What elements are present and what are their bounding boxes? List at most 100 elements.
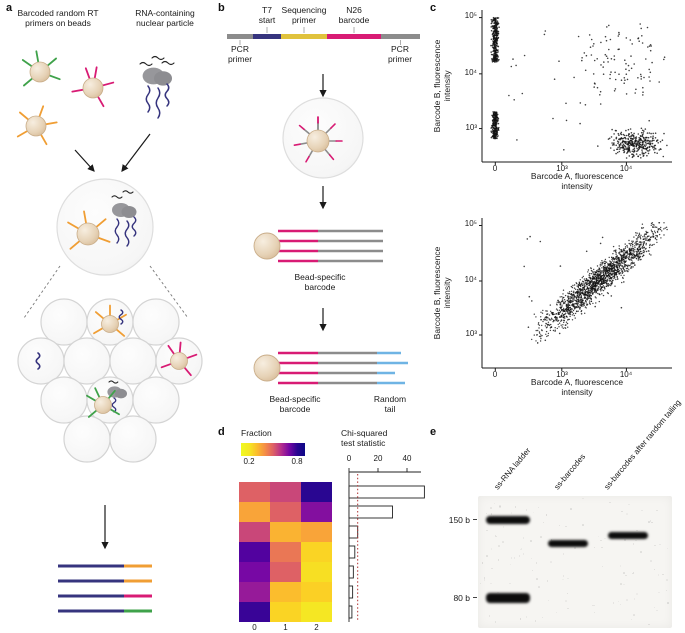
x-tick-1e4-top: 10⁴ [619, 164, 633, 173]
gel-band [548, 540, 588, 547]
x-tick-0-top: 0 [492, 164, 498, 173]
gel-speckle [593, 604, 596, 607]
gel-speckle [547, 599, 550, 602]
gel-speckle [593, 546, 596, 549]
gel-speckle [656, 509, 658, 512]
label-pcr-primer-left: PCR primer [227, 44, 253, 65]
panel-c-letter: c [430, 2, 437, 14]
gel-speckle [537, 506, 540, 509]
gel-speckle [525, 616, 528, 618]
heatmap-colorbar [241, 443, 305, 456]
gel-speckle [486, 555, 488, 557]
panel-c: 10⁵ 10⁴ 10³ 0 10³ 10⁴ Barcode B, fluores… [430, 0, 685, 425]
panel-b-letter: b [218, 2, 225, 14]
gel-speckle [649, 520, 651, 522]
gel-speckle [542, 521, 544, 524]
gel-speckle [632, 543, 634, 545]
gel-speckle [509, 582, 511, 585]
gel-band [608, 532, 648, 540]
gel-speckle [522, 553, 525, 555]
gel-speckle [567, 607, 569, 609]
gel-band [486, 515, 530, 524]
gel-speckle [519, 618, 522, 620]
label-rna-particle: RNA-containing nuclear particle [135, 8, 195, 29]
y-axis-title-top: Barcode B, fluorescence intensity [432, 39, 453, 133]
gel-speckle [555, 611, 558, 614]
y-tick-1e5-top: 10⁵ [464, 11, 477, 20]
gel-speckle [650, 560, 652, 562]
gel-speckle [493, 502, 496, 505]
bead-orange-primers [16, 105, 58, 146]
gel-speckle [545, 514, 548, 516]
x-tick-1e4-bottom: 10⁴ [619, 370, 633, 379]
label-bead-specific-barcode-2: Bead-specific barcode [269, 394, 321, 415]
gel-speckle [536, 578, 538, 580]
flow-scatter-bottom [523, 222, 668, 344]
gel-speckle [565, 600, 567, 602]
gel-speckle [490, 548, 493, 550]
gel-speckle [510, 512, 513, 514]
gel-speckle [623, 583, 625, 586]
gel-band [486, 592, 530, 603]
gel-speckle [574, 547, 576, 549]
gel-size-marker-80b-tick [473, 597, 477, 598]
gel-speckle [502, 541, 504, 543]
panel-a-letter: a [6, 2, 13, 14]
gel-speckle [538, 586, 540, 588]
gel-speckle [535, 562, 538, 564]
gel-speckle [499, 506, 501, 508]
gel-speckle [653, 606, 656, 609]
colorbar-tick-high: 0.8 [291, 457, 303, 466]
gel-speckle [483, 577, 486, 579]
gel-speckle [666, 547, 668, 550]
y-tick-1e4-top: 10⁴ [464, 68, 477, 77]
chi-squared-title: Chi-squared test statistic [341, 428, 388, 449]
gel-speckle [612, 602, 615, 604]
x-tick-1e3-top: 10³ [556, 164, 568, 173]
bead-green-primers [21, 50, 61, 87]
gel-speckle [604, 537, 606, 540]
gel-speckle [623, 572, 625, 574]
gel-speckle [633, 598, 636, 600]
gel-speckle [565, 525, 567, 528]
gel-speckle [653, 568, 655, 570]
label-barcoded-primers: Barcoded random RT primers on beads [17, 8, 99, 29]
gel-speckle [636, 593, 638, 595]
gel-speckle [600, 539, 602, 542]
droplet-bead-green [86, 387, 120, 418]
gel-speckle [593, 611, 596, 614]
gel-speckle [518, 555, 521, 557]
panel-b-illustration [227, 27, 420, 385]
gel-speckle [567, 577, 569, 580]
gel-speckle [514, 506, 517, 508]
panel-a-illustration [16, 50, 203, 613]
gel-speckle [626, 599, 628, 601]
panel-a: Barcoded random RT primers on beads RNA-… [0, 0, 215, 633]
gel-speckle [654, 544, 656, 547]
gel-speckle [631, 572, 634, 574]
gel-speckle [651, 521, 653, 524]
gel-speckle [648, 623, 650, 626]
gel-speckle [530, 540, 532, 542]
gel-speckle [546, 580, 549, 582]
gel-speckle [499, 505, 501, 507]
x-tick-1e3-bottom: 10³ [556, 370, 568, 379]
bead-with-barcode-primers [293, 116, 343, 163]
gel-speckle [582, 524, 584, 526]
gel-speckle [520, 548, 522, 550]
gel-size-marker-80b: 80 b [453, 593, 470, 603]
panel-b: T7 start Sequencing primer N26 barcode P… [215, 0, 430, 425]
gel-speckle [619, 565, 621, 567]
gel-speckle [648, 521, 650, 523]
gel-speckle [531, 569, 534, 572]
heatmap-and-chi-squared-bars [239, 468, 425, 622]
label-bead-specific-barcode-1: Bead-specific barcode [294, 272, 346, 293]
gel-speckle [490, 582, 492, 584]
y-tick-1e4-bottom: 10⁴ [464, 275, 477, 284]
gel-speckle [483, 579, 486, 581]
x-tick-0-bottom: 0 [492, 370, 498, 379]
gel-speckle [566, 592, 569, 595]
label-t7-start: T7 start [258, 5, 276, 26]
gel-speckle [597, 535, 600, 538]
